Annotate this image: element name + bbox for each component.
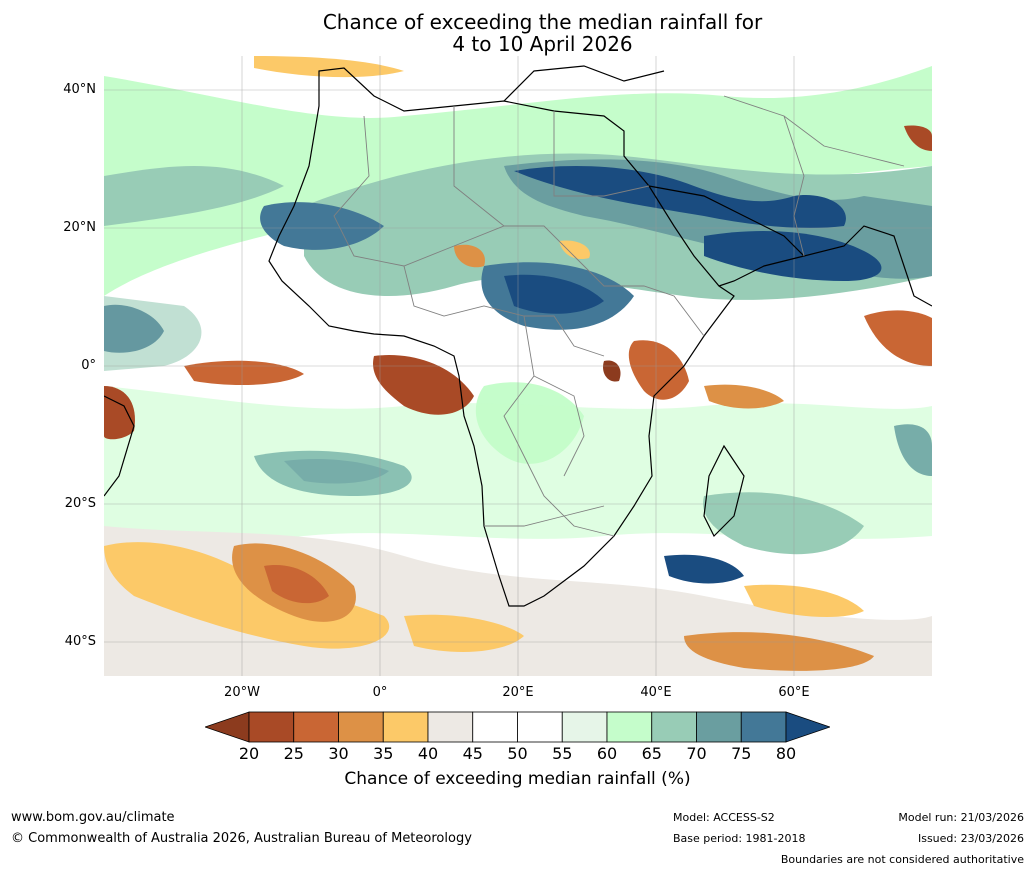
colorbar-tick-label: 50 [507, 744, 528, 763]
colorbar-tick-label: 60 [596, 744, 618, 763]
title-line-2: 4 to 10 April 2026 [452, 32, 633, 56]
lon-label-0: 0° [372, 685, 388, 700]
colorbar-tick-label: 75 [731, 744, 752, 763]
colorbar-bin [517, 711, 563, 743]
title-line-1: Chance of exceeding the median rainfall … [322, 10, 763, 34]
colorbar-tick-label: 40 [417, 744, 439, 763]
rainfall-probability-map [104, 56, 932, 676]
colorbar-tick-label: 30 [328, 744, 349, 763]
colorbar-bin [338, 711, 384, 743]
graticule [104, 56, 932, 676]
country-borders [333, 95, 905, 537]
lon-label-40e: 40°E [640, 685, 672, 700]
colorbar-bin [696, 711, 742, 743]
colorbar [203, 710, 832, 744]
footer-copyright: © Commonwealth of Australia 2026, Austra… [11, 831, 472, 846]
colorbar-bin [606, 711, 653, 743]
colorbar-bin [472, 711, 518, 743]
colorbar-bin [293, 711, 339, 743]
footer-base-period: Base period: 1981-2018 [673, 832, 806, 845]
map-title: Chance of exceeding the median rainfall … [0, 11, 1035, 55]
coastlines [104, 65, 932, 607]
footer-issued: Issued: 23/03/2026 [917, 832, 1024, 845]
colorbar-tick-label: 80 [775, 744, 797, 763]
colorbar-bin [561, 711, 608, 743]
lat-label-20n: 20°N [63, 220, 96, 235]
colorbar-label: Chance of exceeding median rainfall (%) [344, 769, 691, 789]
colorbar-tick-label: 35 [373, 744, 394, 763]
colorbar-tick-label: 45 [462, 744, 483, 763]
colorbar-tick-label: 20 [238, 744, 260, 763]
colorbar-bin [248, 711, 295, 743]
colorbar-bin [427, 711, 474, 743]
colorbar-extend-low [203, 711, 250, 743]
colorbar-extend-high [785, 711, 832, 743]
lon-label-20w: 20°W [224, 685, 260, 700]
colorbar-tick-label: 65 [641, 744, 662, 763]
lat-label-0: 0° [81, 358, 96, 373]
colorbar-bin [651, 711, 697, 743]
footer-model: Model: ACCESS-S2 [673, 811, 775, 824]
footer-model-run: Model run: 21/03/2026 [898, 811, 1024, 824]
lat-label-40n: 40°N [63, 82, 96, 97]
lon-label-60e: 60°E [778, 685, 810, 700]
colorbar-bin [740, 711, 787, 743]
footer-website: www.bom.gov.au/climate [11, 810, 175, 825]
colorbar-tick-label: 55 [552, 744, 573, 763]
probability-fields [104, 56, 932, 676]
colorbar-tick-label: 70 [686, 744, 707, 763]
footer-disclaimer: Boundaries are not considered authoritat… [780, 853, 1024, 866]
lat-label-20s: 20°S [64, 496, 96, 511]
colorbar-bin [382, 711, 429, 743]
lat-label-40s: 40°S [64, 634, 96, 649]
lon-label-20e: 20°E [502, 685, 534, 700]
colorbar-tick-label: 25 [283, 744, 304, 763]
